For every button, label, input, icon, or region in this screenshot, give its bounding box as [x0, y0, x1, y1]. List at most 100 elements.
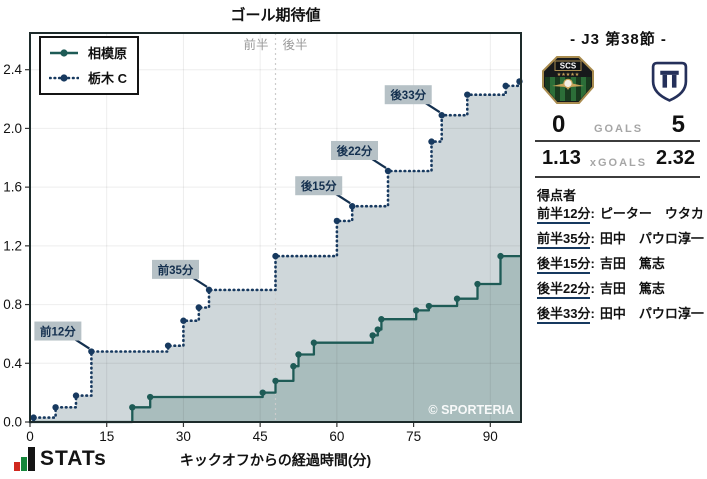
- home-logo-text: SCS: [560, 62, 577, 71]
- annotation-box: [384, 85, 432, 105]
- shot-marker: [30, 414, 37, 421]
- annotation-label: 後22分: [337, 144, 373, 158]
- y-tick-label: 1.2: [3, 238, 22, 253]
- scorers-heading: 得点者: [537, 188, 577, 203]
- shot-marker: [349, 203, 356, 210]
- shot-marker: [425, 302, 433, 310]
- shot-marker: [497, 252, 504, 260]
- away-xgoals: 2.32: [656, 147, 695, 169]
- xg-area-fill: [30, 256, 521, 422]
- plot-border: [29, 32, 522, 423]
- x-tick-label: 30: [176, 429, 191, 444]
- annotation-arrow: [425, 102, 441, 114]
- y-tick-label: 1.6: [3, 180, 22, 195]
- watermark: © SPORTERIA: [428, 403, 514, 417]
- scorer-separator: :: [590, 231, 595, 246]
- xgoals-label: xGOALS: [589, 156, 648, 169]
- shot-marker: [464, 91, 471, 98]
- scorer-name: 吉田 篤志: [599, 281, 665, 296]
- legend-label: 栃木 C: [88, 71, 128, 86]
- x-tick-label: 45: [253, 429, 268, 444]
- shot-marker: [474, 280, 481, 288]
- x-tick-label: 75: [406, 429, 421, 444]
- shot-marker: [272, 377, 279, 385]
- annotation-label: 後15分: [301, 179, 337, 193]
- home-logo-stars: ★★★★★: [557, 72, 580, 78]
- legend-label: 相模原: [88, 46, 128, 61]
- stats-logo-text: STATs: [40, 447, 107, 470]
- divider-line: [535, 176, 700, 178]
- goals-label: GOALS: [593, 123, 644, 135]
- shot-marker: [384, 167, 392, 175]
- scorer-row: 前半12分: ピーター ウタカ: [537, 203, 704, 224]
- scorer-time: 後半33分: [537, 306, 591, 324]
- scorer-row: 後半15分: 吉田 篤志: [537, 253, 665, 274]
- annotation-arrow: [192, 276, 208, 288]
- x-tick-label: 90: [483, 429, 498, 444]
- y-tick-label: 2.0: [3, 121, 22, 136]
- shot-marker: [72, 392, 80, 399]
- shot-marker: [333, 217, 341, 225]
- first-half-label: 前半: [243, 37, 268, 52]
- scorer-name: 吉田 篤志: [599, 256, 665, 271]
- home-xgoals: 1.13: [542, 147, 581, 169]
- x-tick-label: 15: [99, 429, 114, 444]
- scorer-name: 田中 パウロ淳一: [599, 306, 704, 321]
- annotation-label: 前12分: [40, 325, 76, 339]
- annotation-box: [295, 176, 343, 196]
- scorer-time: 後半22分: [537, 281, 591, 299]
- shot-marker: [180, 317, 187, 324]
- annotation-box: [152, 259, 200, 279]
- second-half-label: 後半: [283, 38, 308, 52]
- solid-line-marker-icon: [50, 48, 78, 57]
- annotation-label: 後33分: [390, 88, 426, 102]
- shot-marker: [412, 307, 420, 314]
- shot-marker: [369, 332, 376, 339]
- shot-marker: [438, 112, 445, 119]
- shot-marker: [502, 82, 509, 90]
- scorer-separator: :: [590, 306, 595, 321]
- annotation-label: 前35分: [158, 263, 194, 277]
- away-logo-monogram: [660, 70, 679, 88]
- shot-marker: [310, 339, 318, 346]
- y-tick-label: 2.4: [3, 62, 22, 77]
- scorer-separator: :: [590, 206, 595, 221]
- scorer-row: 前半35分: 田中 パウロ淳一: [537, 228, 704, 249]
- shot-marker: [146, 393, 154, 401]
- home-team-logo: SCS ★★★★★: [542, 56, 594, 104]
- shot-marker: [295, 351, 302, 358]
- dotted-line-marker-icon: [49, 73, 79, 82]
- away-team-logo: [651, 61, 688, 102]
- xgoals-row: 1.13 xGOALS 2.32: [530, 147, 707, 170]
- x-tick-label: 0: [26, 429, 34, 444]
- chart-title: ゴール期待値: [230, 7, 321, 24]
- annotation-arrow: [74, 338, 90, 350]
- annotation-box: [34, 321, 82, 341]
- scorer-row: 後半22分: 吉田 篤志: [537, 278, 665, 299]
- scorer-name: 田中 パウロ淳一: [599, 231, 704, 246]
- legend-item-sagamihara: 相模原: [49, 43, 127, 62]
- scorer-time: 前半12分: [537, 206, 591, 224]
- annotation-box: [331, 140, 379, 160]
- shot-marker: [259, 389, 266, 396]
- x-axis-title: キックオフからの経過時間(分): [179, 452, 372, 468]
- shot-marker: [88, 348, 95, 355]
- y-tick-label: 0.0: [3, 415, 22, 430]
- chart-legend: 相模原 栃木 C: [39, 36, 140, 95]
- scorer-time: 前半35分: [537, 231, 591, 249]
- annotation-arrow: [335, 193, 351, 205]
- shot-marker: [428, 138, 435, 145]
- scorer-separator: :: [590, 281, 595, 296]
- shot-marker: [374, 326, 381, 333]
- scorer-separator: :: [590, 256, 595, 271]
- away-goals: 5: [671, 111, 685, 138]
- scorer-time: 後半15分: [537, 256, 591, 274]
- shot-marker: [272, 252, 279, 260]
- shot-marker: [453, 295, 461, 302]
- score-row: 0 GOALS 5: [530, 111, 707, 139]
- stats-logo: STATs: [14, 447, 107, 471]
- home-goals: 0: [552, 111, 566, 138]
- divider-line: [535, 140, 700, 142]
